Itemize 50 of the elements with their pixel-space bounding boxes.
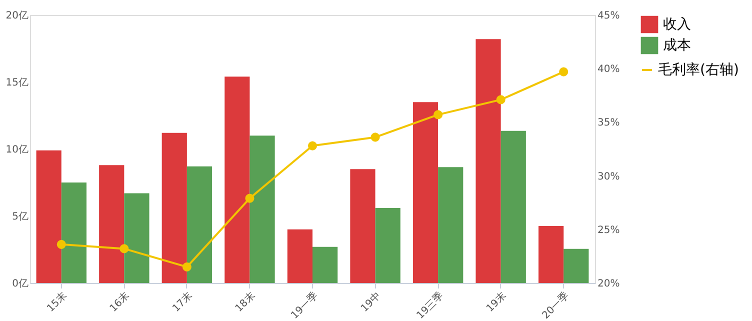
bar <box>36 150 62 283</box>
y-tick-label: 5亿 <box>12 212 28 222</box>
bar <box>99 165 124 283</box>
bar <box>186 166 212 283</box>
point <box>308 141 318 150</box>
x-tick-label: 19一季 <box>288 290 320 321</box>
point <box>434 110 443 120</box>
point <box>559 67 568 76</box>
x-tick-label: 19三季 <box>414 290 446 321</box>
bar <box>412 102 438 283</box>
x-tick-label: 18末 <box>232 290 258 314</box>
y2-tick-label: 20% <box>598 278 620 290</box>
bar <box>438 167 464 283</box>
y-tick-label: 10亿 <box>6 144 28 156</box>
point <box>120 244 129 254</box>
x-tick-label: 15末 <box>44 290 70 314</box>
point <box>245 194 254 203</box>
bar <box>500 130 526 283</box>
x-tick-label: 19中 <box>358 290 384 314</box>
y2-tick-label: 45% <box>598 10 620 22</box>
bar <box>224 76 250 283</box>
y2-tick-label: 35% <box>598 118 620 129</box>
y2-tick-label: 30% <box>598 171 620 182</box>
legend-label: 毛利率(右轴) <box>658 62 739 78</box>
point <box>182 262 192 272</box>
x-tick-label: 20一季 <box>540 290 572 321</box>
bar <box>250 136 275 283</box>
x-tick-label: 16末 <box>107 290 132 314</box>
bar <box>61 182 86 283</box>
legend-label: 收入 <box>663 16 691 32</box>
bar <box>350 169 376 283</box>
legend-label: 成本 <box>663 38 691 54</box>
x-tick-label: 17末 <box>170 290 195 314</box>
point <box>370 132 380 142</box>
bar <box>162 132 187 283</box>
point <box>496 95 506 104</box>
y2-tick-label: 25% <box>598 224 620 236</box>
bar <box>375 208 400 283</box>
bar <box>287 229 312 283</box>
bar <box>538 226 564 283</box>
x-tick-label: 19末 <box>484 290 509 314</box>
bar <box>564 248 589 283</box>
y-tick-label: 20亿 <box>6 10 28 22</box>
bar <box>312 246 338 283</box>
bar <box>476 39 501 283</box>
y2-tick-label: 40% <box>598 64 620 76</box>
y-tick-label: 0亿 <box>12 278 28 290</box>
point <box>56 240 66 249</box>
bar <box>124 193 150 283</box>
y-tick-label: 15亿 <box>6 78 28 88</box>
